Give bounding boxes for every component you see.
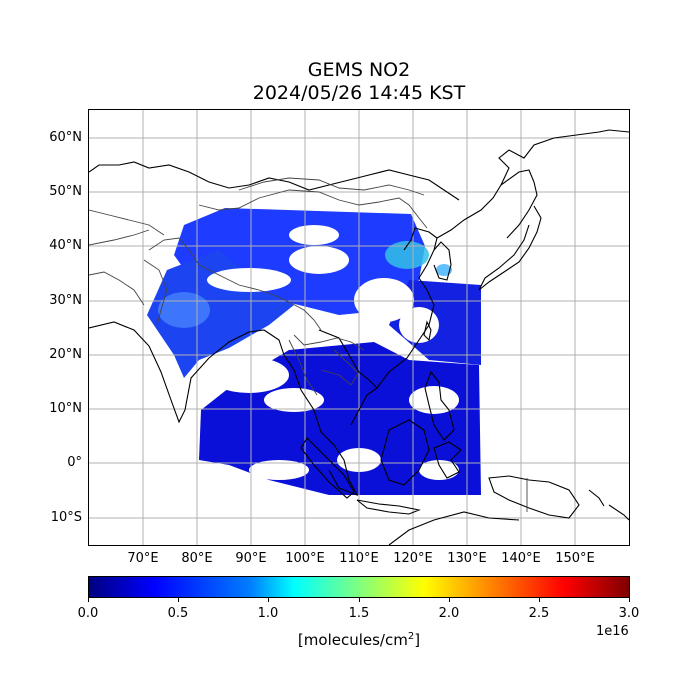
coastline-java [356,499,421,515]
colorbar-tick-label: 1.0 [257,606,279,621]
colorbar-scale-exponent: 1e16 [596,624,629,639]
colorbar-tick-mark [629,598,630,602]
lat-tick-label: 60°N [49,130,82,145]
cloud-gap [209,357,289,393]
units-close: ] [414,631,421,649]
border-thailand-cambodia [320,369,360,386]
no2-hotspot-gangetic [158,292,210,328]
coastline-indochina [318,329,378,426]
no2-hotspot-north-china [385,241,429,269]
lon-tick-label: 100°E [285,551,325,566]
border-china-india [148,237,322,331]
colorbar-tick-mark [178,598,179,602]
coastline-borneo [380,419,430,486]
coastline-philippines [424,370,455,441]
border-vietnam-laos [333,349,358,373]
coastline-new-guinea [488,475,580,519]
coastlines [89,129,629,545]
no2-hotspot-korea [436,264,452,276]
coastline-se-asia [283,354,359,497]
coastline-okhotsk [498,129,629,186]
lat-tick-label: 30°N [49,293,82,308]
map-canvas [89,110,629,545]
coastline-china-east [376,227,438,389]
border-mongolia-russia [238,177,425,196]
lon-tick-label: 70°E [127,551,159,566]
cloud-gap [207,268,291,292]
lat-tick-label: 0° [67,455,82,470]
map-panel [88,109,630,546]
lon-tick-label: 150°E [555,551,595,566]
colorbar-tick-mark [268,598,269,602]
units-exponent: 2 [407,631,415,642]
lat-tick-label: 10°S [50,510,82,525]
colorbar-tick-label: 2.5 [528,606,550,621]
country-borders [89,177,528,512]
cloud-gap [354,278,414,322]
border-pakistan-india [143,259,168,326]
graticule [89,110,629,545]
border-china-mongolia [198,189,428,229]
colorbar-tick-label: 0.5 [167,606,189,621]
units-text: [molecules/cm [297,631,408,649]
coastline-india-arabia [89,321,285,424]
colorbar-tick-label: 1.5 [348,606,370,621]
no2-swath-india [147,250,294,378]
colorbar-tick-label: 3.0 [618,606,640,621]
colorbar-tick-mark [449,598,450,602]
coastline-islands-east [588,489,629,521]
lon-tick-label: 80°E [181,551,213,566]
colorbar [88,576,630,598]
map-subtitle-datetime: 2024/05/26 14:45 KST [252,82,466,104]
coastline-sulawesi [433,441,462,479]
colorbar-tick-mark [539,598,540,602]
coastline-sumatra [300,437,355,499]
border-myanmar [288,339,318,396]
coastline-north-russia [89,161,460,201]
lon-tick-label: 140°E [501,551,541,566]
colorbar-units-label: [molecules/cm2] [88,628,630,649]
border-china-se-asia [293,334,365,351]
colorbar-tick-mark [359,598,360,602]
coastline-australia-north [388,511,520,545]
cloud-gap [419,460,459,480]
cloud-gap [409,386,459,414]
coastline-japan [478,205,542,291]
cloud-gap [264,388,324,412]
colorbar-tick-mark [88,598,89,602]
cloud-gap [289,225,339,245]
colorbar-tick-label: 2.0 [438,606,460,621]
lat-tick-label: 40°N [49,238,82,253]
lat-tick-label: 50°N [49,184,82,199]
lon-tick-label: 110°E [339,551,379,566]
coastline-russia-pacific [436,169,538,239]
lon-tick-label: 130°E [447,551,487,566]
coastline-korea [433,241,452,281]
lon-tick-label: 120°E [393,551,433,566]
map-title: GEMS NO2 [307,59,411,81]
cloud-gap [289,246,349,274]
colorbar-tick-label: 0.0 [77,606,99,621]
border-iran-afghanistan [89,271,145,306]
lon-tick-label: 90°E [235,551,267,566]
cloud-gap [399,307,439,343]
lat-tick-label: 10°N [49,401,82,416]
coastline-taiwan [423,320,432,342]
border-central-asia [89,209,165,246]
cloud-gap [249,460,309,480]
lat-tick-label: 20°N [49,347,82,362]
